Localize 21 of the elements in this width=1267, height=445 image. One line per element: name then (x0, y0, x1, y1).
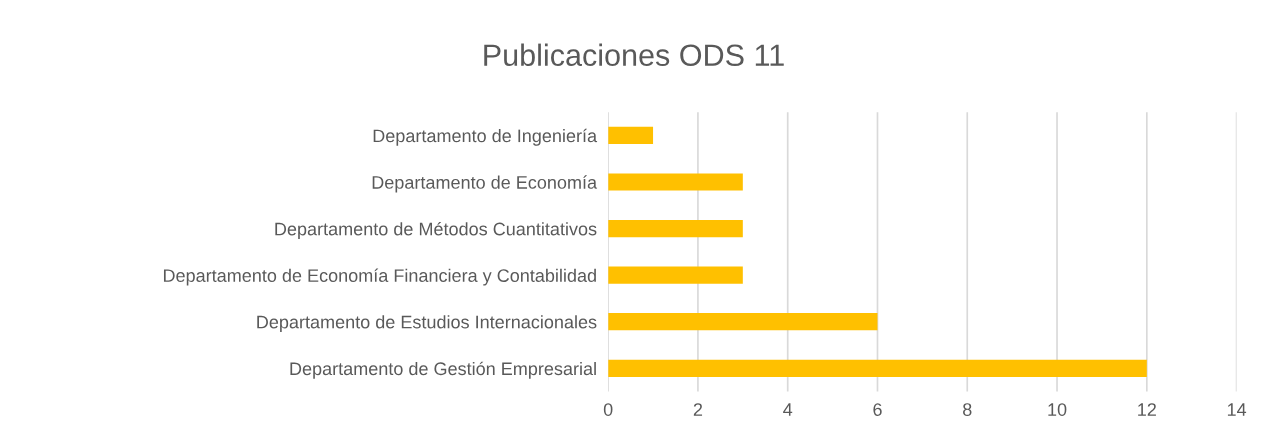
x-tick-label: 2 (693, 403, 703, 416)
x-tick-label: 8 (963, 403, 972, 416)
bar (608, 359, 1147, 377)
x-tick-label: 6 (873, 403, 882, 416)
y-tick-label: Departamento de Economía Financiera y Contabilidad (163, 268, 596, 286)
x-tick-label: 12 (1138, 403, 1156, 416)
bar (608, 173, 743, 191)
bar (608, 219, 743, 238)
y-tick-label: Departamento de Ingeniería (373, 128, 598, 146)
x-tick-label: 4 (783, 403, 793, 416)
x-tick-label: 10 (1048, 403, 1067, 416)
x-tick-label: 14 (1227, 403, 1247, 416)
y-tick-label: Departamento de Gestión Empresarial (290, 361, 596, 379)
x-tick-label: 0 (603, 403, 613, 416)
bar (608, 126, 654, 145)
y-tick-label: Departamento de Economía (372, 175, 598, 193)
bar (608, 313, 878, 331)
chart-title: Publicaciones ODS 11 (484, 43, 784, 67)
y-tick-label: Departamento de Estudios Internacionales (257, 315, 597, 333)
y-tick-label: Departamento de Métodos Cuantitativos (275, 221, 597, 239)
bar (608, 266, 743, 284)
